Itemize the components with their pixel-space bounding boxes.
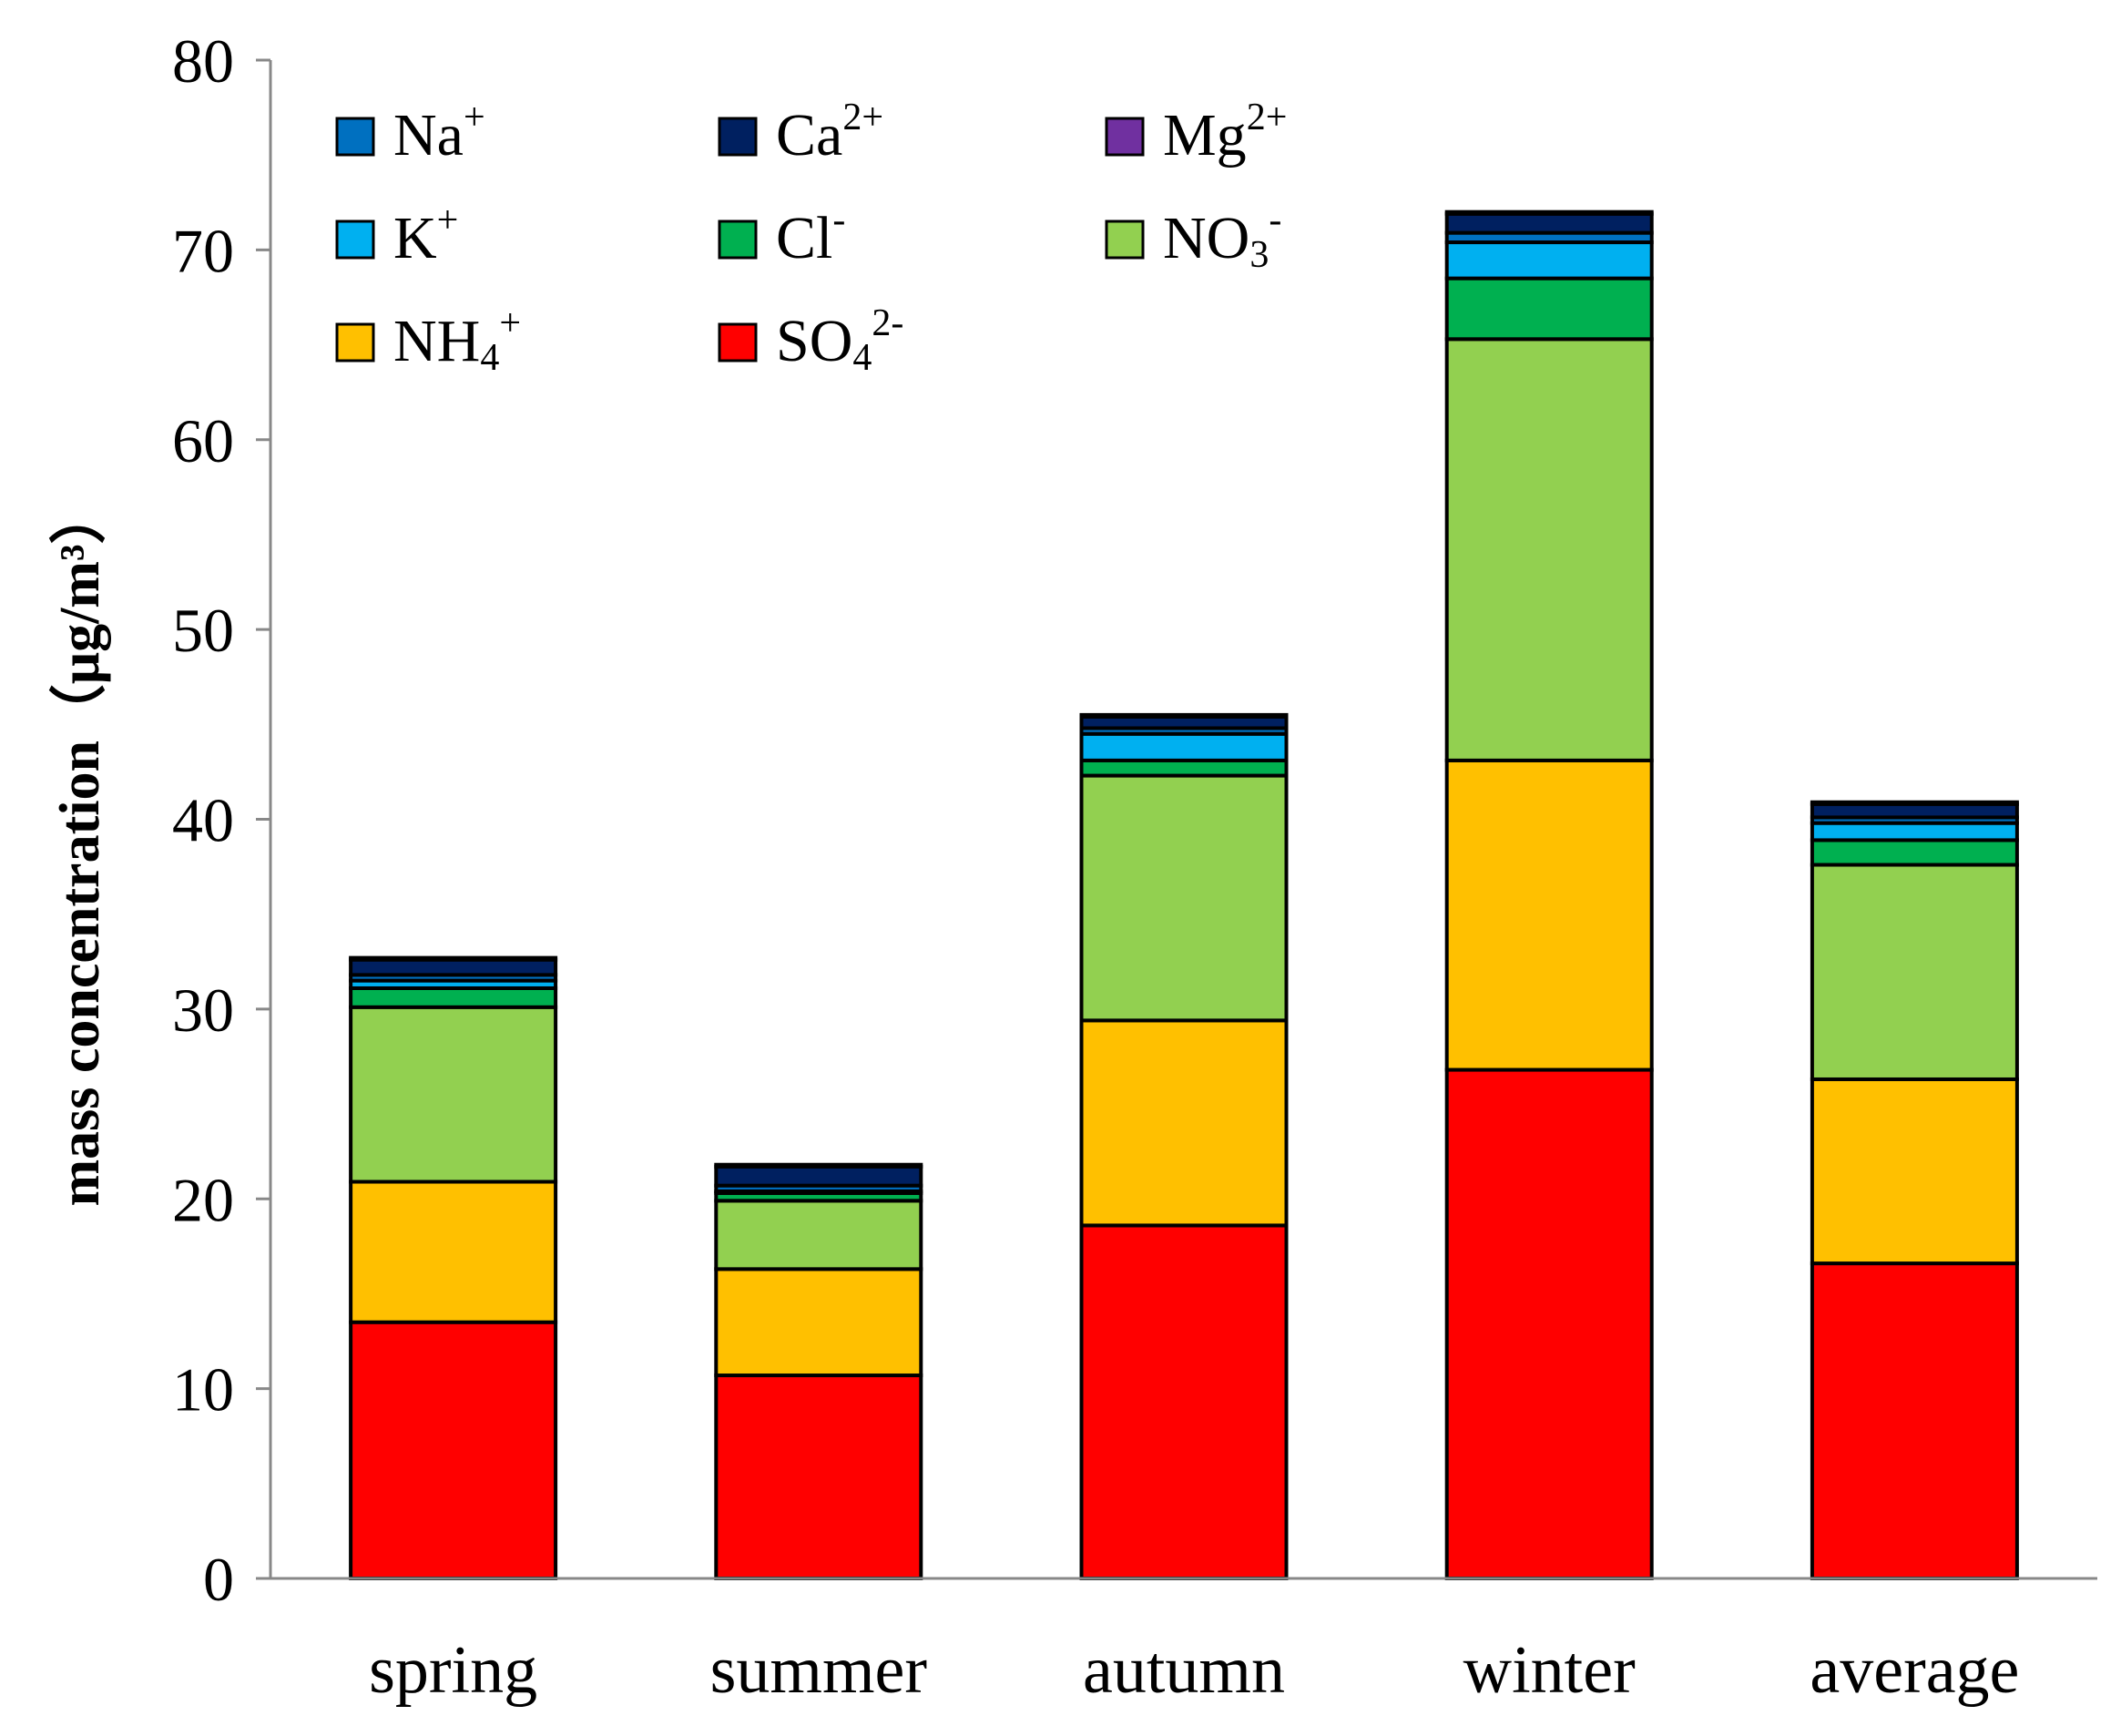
bar-segment-mg-average: [1810, 800, 2019, 806]
bar-segment-mg-summer: [714, 1162, 923, 1169]
x-tick-label-summer: summer: [710, 1633, 927, 1708]
y-axis-title-group: mass concentration（μg/m³）: [47, 487, 111, 1206]
bar-segment-nh4-summer: [714, 1267, 923, 1378]
bar-segment-no3-summer: [714, 1199, 923, 1271]
legend-label-mg: Mg2+: [1163, 97, 1287, 168]
y-axis-title: mass concentration（μg/m³）: [47, 487, 111, 1206]
y-tick-label: 60: [172, 406, 234, 475]
legend-item-ca: Ca2+: [718, 97, 883, 168]
bar-segment-ca-winter: [1444, 211, 1654, 235]
bar-segment-nh4-autumn: [1079, 1018, 1289, 1228]
legend-label-ca: Ca2+: [776, 97, 883, 168]
bar-segment-nh4-average: [1810, 1077, 2019, 1266]
y-tick-label: 40: [172, 786, 234, 855]
y-tick-label: 10: [172, 1355, 234, 1425]
y-tick-label: 0: [203, 1545, 234, 1614]
legend-swatch-nh4: [335, 322, 375, 363]
y-tick-label: 80: [172, 26, 234, 96]
bar-segment-mg-spring: [349, 955, 558, 962]
bar-segment-so4-autumn: [1079, 1223, 1289, 1580]
legend-item-no3: NO3-: [1105, 199, 1281, 276]
bar-segment-so4-winter: [1444, 1067, 1654, 1581]
bar-segment-ca-average: [1810, 802, 2019, 820]
y-axis-ticks: 0 10 20 30 40 50 60 70 80: [172, 26, 270, 1614]
bar-segment-ca-summer: [714, 1164, 923, 1188]
x-tick-label-winter: winter: [1463, 1633, 1636, 1708]
legend-item-k: K+: [335, 199, 458, 271]
bar-segment-cl-autumn: [1079, 758, 1289, 778]
legend-item-cl: Cl-: [718, 199, 845, 271]
legend-swatch-cl: [718, 220, 758, 260]
legend-item-mg: Mg2+: [1105, 97, 1287, 168]
legend-label-cl: Cl-: [776, 199, 845, 271]
bar-segment-mg-autumn: [1079, 712, 1289, 719]
bar-segment-k-average: [1810, 821, 2019, 842]
legend-label-nh4: NH4+: [393, 302, 521, 379]
x-tick-label-spring: spring: [369, 1633, 537, 1708]
bar-segment-mg-winter: [1444, 209, 1654, 216]
bar-segment-k-autumn: [1079, 731, 1289, 762]
bars-group: [349, 209, 2019, 1581]
bar-segment-cl-average: [1810, 838, 2019, 867]
legend-item-so4: SO42-: [718, 302, 903, 379]
legend: Na+ Ca2+ Mg2+ K+ Cl- NO3- NH4+ SO42-: [335, 97, 1287, 379]
bar-segment-no3-winter: [1444, 337, 1654, 762]
bar-segment-nh4-spring: [349, 1179, 558, 1324]
y-tick-label: 70: [172, 216, 234, 285]
y-tick-label: 30: [172, 975, 234, 1045]
bar-segment-k-winter: [1444, 240, 1654, 281]
bar-segment-ca-spring: [349, 957, 558, 977]
legend-swatch-mg: [1105, 117, 1145, 157]
y-tick-label: 50: [172, 596, 234, 665]
legend-label-k: K+: [393, 199, 458, 271]
legend-label-no3: NO3-: [1163, 199, 1281, 276]
bar-segment-cl-spring: [349, 985, 558, 1009]
legend-swatch-so4: [718, 322, 758, 363]
bar-segment-so4-summer: [714, 1373, 923, 1580]
legend-swatch-no3: [1105, 220, 1145, 260]
legend-swatch-k: [335, 220, 375, 260]
legend-swatch-ca: [718, 117, 758, 157]
bar-segment-no3-autumn: [1079, 773, 1289, 1023]
bar-segment-no3-spring: [349, 1005, 558, 1184]
bar-segment-cl-winter: [1444, 276, 1654, 342]
bar-segment-so4-average: [1810, 1261, 2019, 1581]
legend-label-na: Na+: [393, 97, 485, 168]
x-tick-label-average: average: [1810, 1633, 2019, 1708]
bar-segment-nh4-winter: [1444, 758, 1654, 1072]
x-tick-label-autumn: autumn: [1083, 1633, 1285, 1708]
axes-group: [269, 60, 2097, 1580]
x-axis-labels: spring summer autumn winter average: [369, 1633, 2019, 1708]
bar-segment-no3-average: [1810, 863, 2019, 1081]
legend-item-na: Na+: [335, 97, 485, 168]
legend-swatch-na: [335, 117, 375, 157]
y-tick-label: 20: [172, 1165, 234, 1234]
legend-item-nh4: NH4+: [335, 302, 521, 379]
bar-segment-so4-spring: [349, 1320, 558, 1580]
legend-label-so4: SO42-: [776, 302, 903, 379]
